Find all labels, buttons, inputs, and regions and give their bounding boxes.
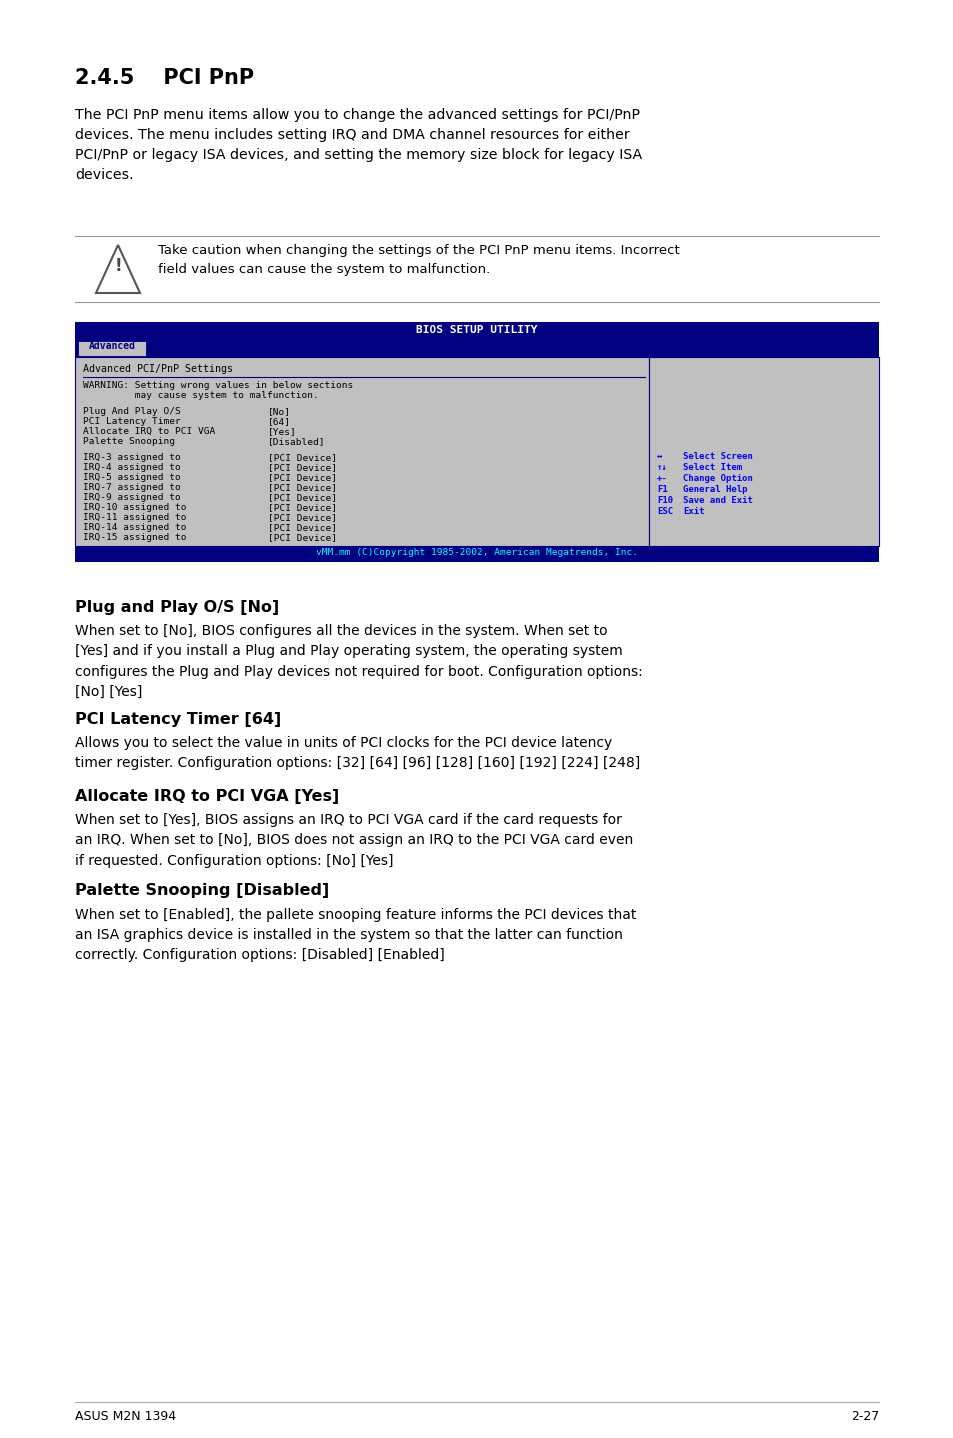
Text: 2-27: 2-27 <box>850 1411 878 1424</box>
Text: IRQ-15 assigned to: IRQ-15 assigned to <box>83 533 186 542</box>
Text: Change Option: Change Option <box>682 475 752 483</box>
Text: When set to [No], BIOS configures all the devices in the system. When set to
[Ye: When set to [No], BIOS configures all th… <box>75 624 642 699</box>
Bar <box>75 546 878 562</box>
Text: [No]: [No] <box>268 407 291 416</box>
Text: Take caution when changing the settings of the PCI PnP menu items. Incorrect
fie: Take caution when changing the settings … <box>158 244 679 276</box>
Text: IRQ-7 assigned to: IRQ-7 assigned to <box>83 483 180 492</box>
Text: [PCI Device]: [PCI Device] <box>268 453 336 462</box>
Text: ASUS M2N 1394: ASUS M2N 1394 <box>75 1411 176 1424</box>
Text: F1: F1 <box>657 485 667 495</box>
Text: [PCI Device]: [PCI Device] <box>268 463 336 472</box>
Text: [64]: [64] <box>268 417 291 426</box>
Text: General Help: General Help <box>682 485 747 495</box>
Polygon shape <box>96 244 140 293</box>
Text: Allows you to select the value in units of PCI clocks for the PCI device latency: Allows you to select the value in units … <box>75 736 639 771</box>
Text: [PCI Device]: [PCI Device] <box>268 513 336 522</box>
Text: BIOS SETUP UTILITY: BIOS SETUP UTILITY <box>416 325 537 335</box>
Text: Save and Exit: Save and Exit <box>682 496 752 505</box>
Text: Plug and Play O/S [No]: Plug and Play O/S [No] <box>75 600 279 615</box>
Text: ↔: ↔ <box>657 452 661 462</box>
Text: may cause system to malfunction.: may cause system to malfunction. <box>83 391 318 400</box>
Bar <box>75 322 878 339</box>
Text: Palette Snooping: Palette Snooping <box>83 437 174 446</box>
Text: Exit: Exit <box>682 508 703 516</box>
Text: PCI Latency Timer: PCI Latency Timer <box>83 417 180 426</box>
Text: ESC: ESC <box>657 508 673 516</box>
Bar <box>648 357 878 546</box>
Text: [Disabled]: [Disabled] <box>268 437 325 446</box>
Text: +-: +- <box>657 475 667 483</box>
Text: [PCI Device]: [PCI Device] <box>268 533 336 542</box>
Text: When set to [Yes], BIOS assigns an IRQ to PCI VGA card if the card requests for
: When set to [Yes], BIOS assigns an IRQ t… <box>75 812 633 867</box>
Text: [PCI Device]: [PCI Device] <box>268 483 336 492</box>
Text: vMM.mm (C)Copyright 1985-2002, American Megatrends, Inc.: vMM.mm (C)Copyright 1985-2002, American … <box>315 548 638 557</box>
Text: [PCI Device]: [PCI Device] <box>268 473 336 482</box>
Text: Advanced PCI/PnP Settings: Advanced PCI/PnP Settings <box>83 364 233 374</box>
Text: IRQ-5 assigned to: IRQ-5 assigned to <box>83 473 180 482</box>
Text: IRQ-4 assigned to: IRQ-4 assigned to <box>83 463 180 472</box>
Text: Allocate IRQ to PCI VGA: Allocate IRQ to PCI VGA <box>83 427 215 436</box>
Text: [PCI Device]: [PCI Device] <box>268 503 336 512</box>
Text: Allocate IRQ to PCI VGA [Yes]: Allocate IRQ to PCI VGA [Yes] <box>75 789 339 804</box>
Text: 2.4.5    PCI PnP: 2.4.5 PCI PnP <box>75 68 253 88</box>
Text: !: ! <box>114 257 122 275</box>
Text: IRQ-11 assigned to: IRQ-11 assigned to <box>83 513 186 522</box>
Text: Select Item: Select Item <box>682 463 741 472</box>
Bar <box>75 357 648 546</box>
Text: When set to [Enabled], the pallete snooping feature informs the PCI devices that: When set to [Enabled], the pallete snoop… <box>75 907 636 962</box>
Text: IRQ-14 assigned to: IRQ-14 assigned to <box>83 523 186 532</box>
Text: Advanced: Advanced <box>89 341 135 351</box>
Bar <box>78 341 146 357</box>
Text: [PCI Device]: [PCI Device] <box>268 493 336 502</box>
Text: [Yes]: [Yes] <box>268 427 296 436</box>
Bar <box>75 339 878 357</box>
Text: ↑↓: ↑↓ <box>657 463 667 472</box>
Text: IRQ-9 assigned to: IRQ-9 assigned to <box>83 493 180 502</box>
Text: IRQ-3 assigned to: IRQ-3 assigned to <box>83 453 180 462</box>
Text: WARNING: Setting wrong values in below sections: WARNING: Setting wrong values in below s… <box>83 381 353 390</box>
Text: PCI Latency Timer [64]: PCI Latency Timer [64] <box>75 712 281 728</box>
Text: F10: F10 <box>657 496 673 505</box>
Text: IRQ-10 assigned to: IRQ-10 assigned to <box>83 503 186 512</box>
Text: Plug And Play O/S: Plug And Play O/S <box>83 407 180 416</box>
Text: The PCI PnP menu items allow you to change the advanced settings for PCI/PnP
dev: The PCI PnP menu items allow you to chan… <box>75 108 641 183</box>
Text: Select Screen: Select Screen <box>682 452 752 462</box>
Text: [PCI Device]: [PCI Device] <box>268 523 336 532</box>
Text: Palette Snooping [Disabled]: Palette Snooping [Disabled] <box>75 883 329 899</box>
